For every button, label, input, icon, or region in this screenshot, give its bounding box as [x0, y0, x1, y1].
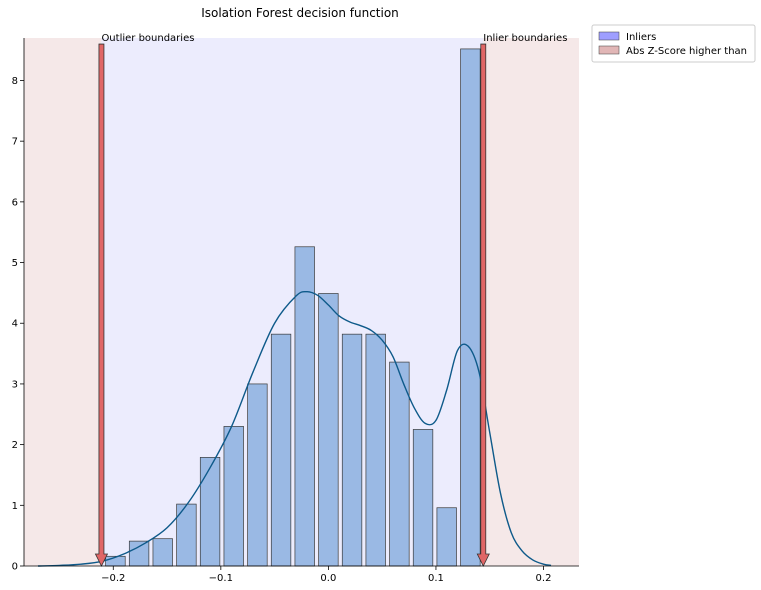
histogram-bar-1 [128, 540, 150, 567]
legend-box [591, 24, 756, 63]
legend: Inliers Abs Z-Score higher than [591, 24, 756, 63]
histogram-bar-2 [152, 538, 173, 567]
y-tick-label-0: 0 [12, 562, 18, 573]
histogram-bar-6 [247, 383, 268, 567]
annotation-label-0: Outlier boundaries [101, 33, 194, 44]
y-tick-label-1: 1 [12, 501, 18, 512]
density-curve-layer [37, 290, 552, 567]
x-tick-label-2: 0.0 [320, 573, 336, 584]
y-tick-label-6: 6 [12, 197, 18, 208]
x-tick-label-4: 0.2 [536, 573, 552, 584]
histogram-bar-9 [318, 293, 339, 567]
boundary-arrow-0 [94, 43, 109, 567]
boundary-arrow-1 [476, 43, 490, 567]
histogram-bar-10 [341, 333, 363, 567]
histogram-bar-15 [460, 48, 481, 567]
region-2 [483, 38, 579, 566]
histogram-bar-11 [365, 333, 386, 567]
axes: −0.2 −0.1 0.0 0.1 0.2 0 1 2 3 4 5 6 7 8 [12, 38, 579, 584]
density-curve [37, 290, 552, 567]
histogram-bar-14 [436, 507, 457, 567]
histogram-bar-4 [199, 457, 221, 567]
histogram-bars [105, 48, 481, 567]
boundary-arrows: Outlier boundaries Inlier boundaries [94, 33, 567, 567]
y-tick-label-4: 4 [12, 319, 18, 330]
y-tick-label-2: 2 [12, 440, 18, 451]
y-tick-label-7: 7 [12, 137, 18, 148]
y-tick-label-8: 8 [12, 76, 18, 87]
legend-label-0: Inliers [626, 32, 656, 43]
y-tick-label-5: 5 [12, 258, 18, 269]
y-tick-label-3: 3 [12, 379, 18, 390]
annotation-label-1: Inlier boundaries [483, 33, 567, 44]
histogram-bar-13 [412, 429, 434, 567]
histogram-bar-5 [223, 426, 244, 567]
legend-swatch-0 [598, 31, 620, 41]
histogram-bar-12 [389, 361, 410, 567]
x-tick-label-3: 0.1 [428, 573, 444, 584]
legend-swatch-1 [598, 45, 620, 55]
chart-title: Isolation Forest decision function [201, 6, 399, 20]
x-tick-label-1: −0.1 [209, 573, 233, 584]
histogram-bar-7 [270, 333, 292, 567]
x-tick-label-0: −0.2 [101, 573, 125, 584]
legend-label-1: Abs Z-Score higher than [626, 46, 747, 57]
region-0 [24, 38, 102, 566]
